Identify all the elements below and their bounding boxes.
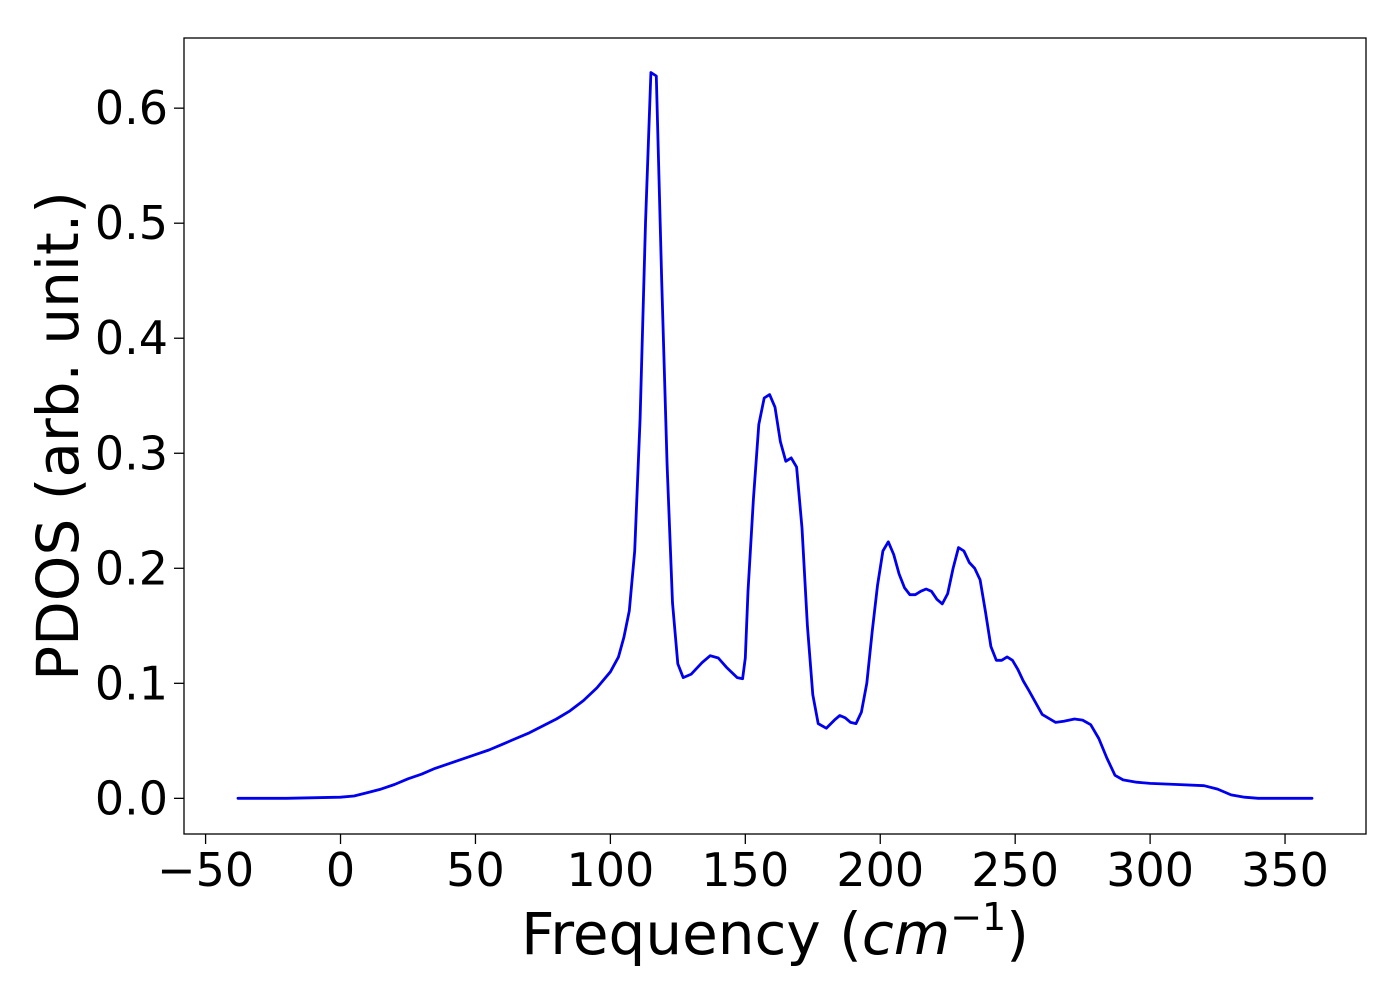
y-tick-label: 0.4 [95,311,168,365]
x-axis-label-unit-close: ) [1006,900,1029,968]
x-tick-label: 300 [1106,843,1194,897]
y-tick-label: 0.1 [95,656,168,710]
y-tick-label: 0.0 [95,771,168,825]
x-axis-label-text: Frequency [521,900,821,968]
y-axis-label: PDOS (arb. unit.) [24,191,92,681]
x-tick-label: 100 [566,843,654,897]
x-axis-label-unit-open: ( [821,900,862,968]
y-axis-ticks: 0.0 0.1 0.2 0.3 0.4 0.5 0.6 [95,81,184,825]
x-axis-label-unit-exponent: −1 [950,895,1006,939]
plot-area [183,37,1367,835]
y-tick-label: 0.2 [95,541,168,595]
x-tick-label: 50 [446,843,505,897]
x-tick-label: −50 [157,843,254,897]
x-tick-label: 350 [1241,843,1329,897]
series-line [236,71,1314,800]
axes-frame [183,37,1367,835]
y-tick-label: 0.3 [95,426,168,480]
x-axis-label: Frequency (cm−1) [521,895,1029,968]
y-tick-label: 0.5 [95,196,168,250]
x-axis-ticks: −50 0 50 100 150 200 250 300 350 [157,834,1329,897]
x-tick-label: 250 [971,843,1059,897]
x-tick-label: 0 [326,843,355,897]
y-tick-label: 0.6 [95,81,168,135]
x-tick-label: 150 [701,843,789,897]
x-axis-label-unit-base: cm [862,900,950,968]
x-tick-label: 200 [836,843,924,897]
